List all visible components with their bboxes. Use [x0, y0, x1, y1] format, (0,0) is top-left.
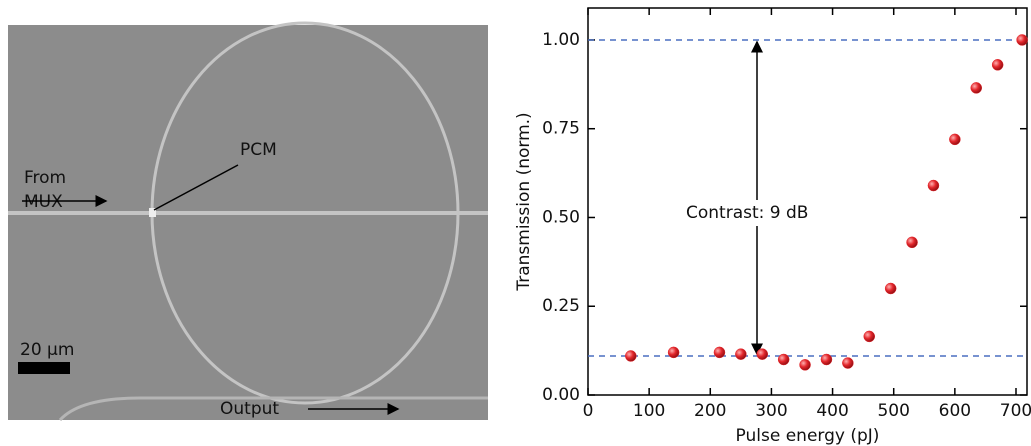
point [884, 282, 897, 295]
point [777, 353, 790, 366]
point [927, 179, 940, 192]
annotation-bg [682, 200, 832, 226]
label: Output [220, 399, 279, 419]
label: MUX [24, 192, 63, 212]
point [949, 133, 961, 146]
annotation: Contrast: 9 dB [686, 203, 808, 223]
x-tick-label: 700 [1000, 401, 1031, 421]
point [667, 346, 680, 359]
x-tick-label: 600 [939, 401, 971, 421]
plot-frame [587, 7, 1028, 396]
x-tick-label: 500 [877, 401, 909, 421]
label: 20 µm [20, 340, 74, 360]
y-tick-label: 0.25 [542, 296, 580, 316]
y-axis-label: Transmission (norm.) [514, 112, 534, 291]
x-tick-label: 400 [816, 401, 848, 421]
point [1016, 34, 1028, 46]
label: From [24, 168, 66, 188]
y-tick-label: 0.00 [542, 385, 580, 405]
x-tick-label: 0 [583, 401, 594, 421]
point [799, 359, 811, 371]
point [906, 236, 918, 249]
y-tick-label: 1.00 [542, 30, 580, 50]
y-tick-label: 0.50 [542, 207, 580, 227]
x-tick-label: 200 [694, 401, 726, 421]
sem-image: From MUX PCM 20 µm Output [8, 21, 488, 422]
scale-bar [18, 362, 70, 374]
chart: 0 100 200 300 400 500 600 700 0.00 0.25 0.50 0.75 1.… [514, 7, 1031, 446]
point [991, 59, 1004, 71]
point [713, 346, 726, 359]
label: PCM [240, 140, 277, 160]
pointer [153, 164, 239, 211]
point [863, 330, 876, 343]
output-waveguide [58, 396, 488, 422]
x-axis-label: Pulse energy (pJ) [736, 426, 880, 446]
pcm-cell [149, 208, 156, 217]
x-tick-label: 300 [755, 401, 787, 421]
point [842, 357, 854, 369]
point [735, 348, 747, 360]
point [970, 82, 983, 94]
y-tick-label: 0.75 [542, 119, 580, 139]
point [756, 348, 769, 360]
point [820, 353, 833, 366]
point [625, 350, 637, 362]
x-tick-label: 100 [633, 401, 665, 421]
